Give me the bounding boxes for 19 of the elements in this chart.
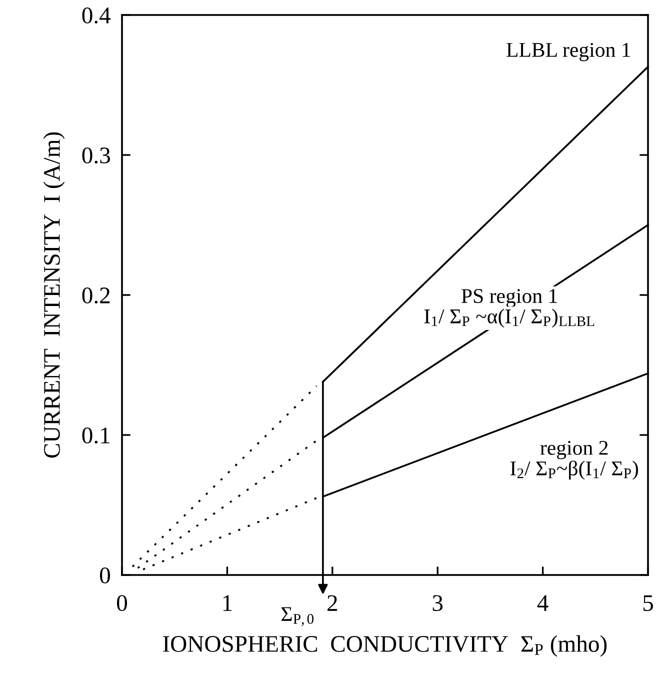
x-tick-label: 3 (432, 595, 443, 612)
annotation: PS region 1 (462, 289, 557, 308)
annotation: region 2 (540, 440, 608, 460)
x-tick-label: 5 (643, 595, 653, 612)
y-tick-label: 0.3 (82, 147, 110, 164)
x-tick-label: 2 (328, 595, 337, 611)
y-tick-label: 0.1 (82, 427, 110, 444)
x-tick-label: 0 (116, 595, 128, 612)
y-tick-label: 0 (100, 567, 110, 584)
text: I$_{2}$/ Σ$_{P}$~β(I$_{1}$/ Σ$_{P}$) (510, 460, 638, 480)
x-tick-label: 4 (537, 595, 548, 611)
y-tick-label: 0.4 (82, 7, 111, 24)
annotation: LLBL region 1 (506, 42, 630, 62)
annotation: Σ$_{P,0}$ (281, 607, 314, 626)
y-axis-title: CURRENT INTENSITY I (A/m) (43, 132, 65, 458)
text: I$_{1}$/ Σ$_{P}$ ~α(I$_{1}$/ Σ$_{P}$)$_{LLBL}$ (424, 308, 594, 328)
x-axis-title: IONOSPHERIC CONDUCTIVITY Σ$_{P}$ (mho) (163, 635, 607, 657)
y-tick-label: 0.2 (82, 287, 110, 304)
x-tick-label: 1 (223, 595, 232, 611)
